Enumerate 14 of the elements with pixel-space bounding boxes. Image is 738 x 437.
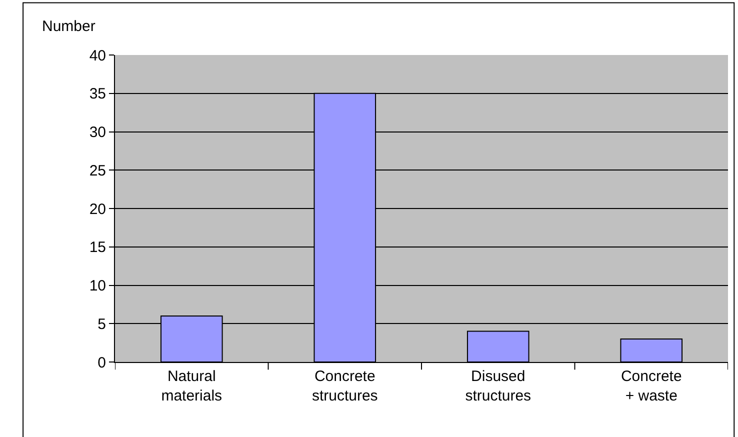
x-tick-label: Concrete structures <box>312 368 378 404</box>
y-tick-label: 25 <box>89 162 106 180</box>
x-tick-label: Disused structures <box>465 368 532 404</box>
y-tick-label: 35 <box>89 86 106 103</box>
y-tick-label: 10 <box>89 278 106 294</box>
y-axis-title: Number <box>42 18 96 35</box>
x-tick-label: Concrete + waste <box>620 368 682 404</box>
y-tick-label: 5 <box>98 316 106 333</box>
y-tick-label: 0 <box>98 354 106 372</box>
y-tick-label: 40 <box>89 47 106 64</box>
x-tick-label: Natural materials <box>161 368 222 404</box>
y-tick-label: 30 <box>89 124 106 141</box>
y-tick-label: 15 <box>89 239 106 256</box>
y-tick-label: 20 <box>89 200 106 218</box>
